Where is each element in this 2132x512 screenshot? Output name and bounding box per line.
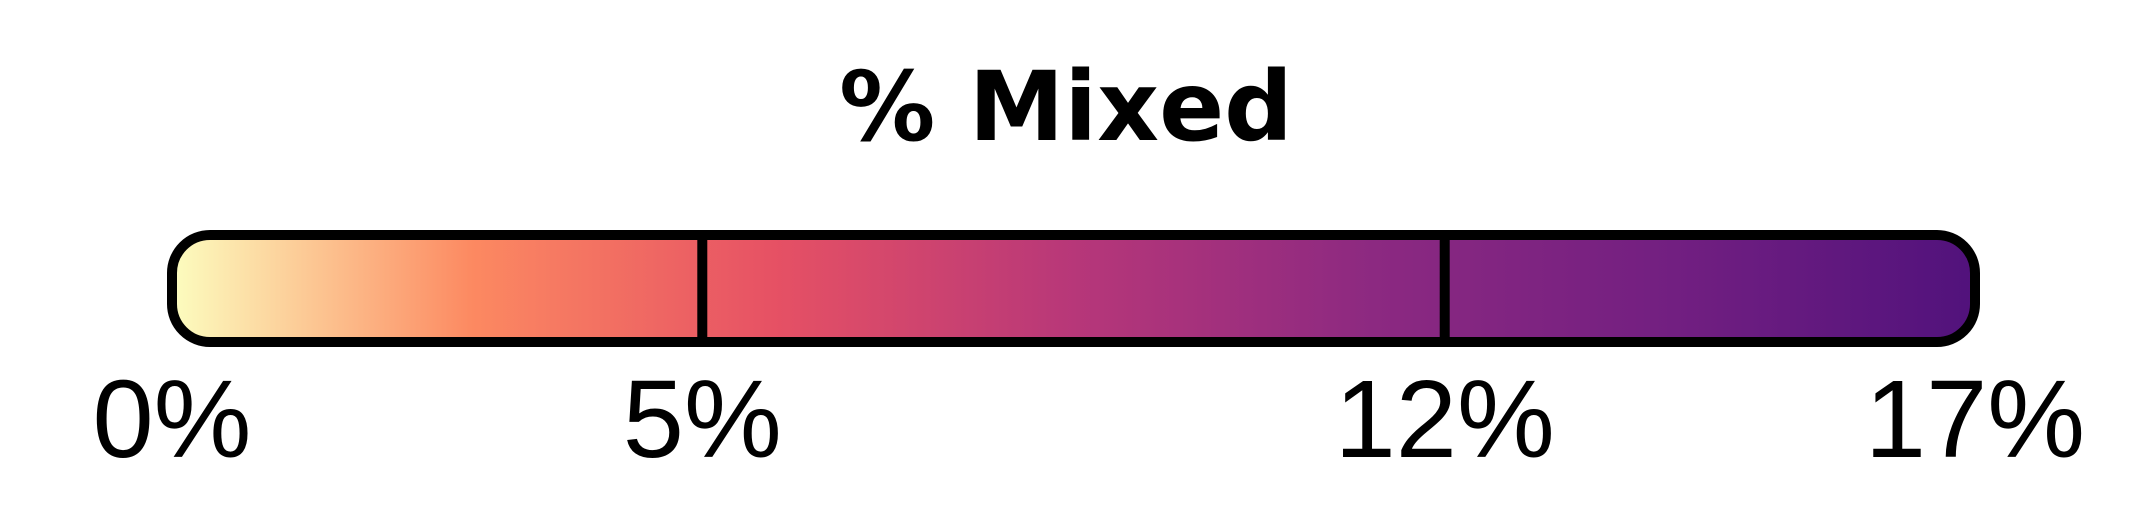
tick-label-1: 5% bbox=[622, 358, 782, 481]
tick-label-3: 17% bbox=[1864, 358, 2086, 481]
legend-title: % Mixed bbox=[839, 51, 1293, 163]
colorbar-fill bbox=[172, 235, 1975, 342]
colorbar-outline bbox=[167, 230, 1980, 347]
tick-label-0: 0% bbox=[92, 358, 252, 481]
tick-label-2: 12% bbox=[1334, 358, 1555, 481]
